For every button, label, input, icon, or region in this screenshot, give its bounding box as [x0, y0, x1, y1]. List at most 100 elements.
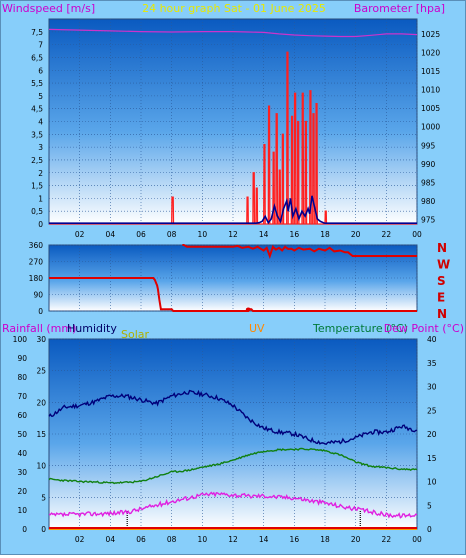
temp-x-tick-label: 20	[351, 535, 361, 544]
baro-y-tick-label: 975	[421, 216, 436, 225]
wind-x-tick-label: 04	[106, 230, 116, 239]
dir-y-tick-label: 90	[33, 291, 43, 300]
dir-y-tick-label: 270	[29, 258, 44, 267]
rainfall-label: Rainfall (mm)	[2, 322, 76, 335]
uv-label: UV	[249, 322, 265, 335]
wind-x-tick-label: 02	[75, 230, 85, 239]
wind-x-tick-label: 14	[259, 230, 269, 239]
humidity-y-tick-label: 20	[17, 487, 27, 496]
rainfall-y-tick-label: 5	[41, 493, 46, 502]
baro-y-tick-label: 1015	[421, 67, 440, 76]
baro-y-tick-label: 980	[421, 197, 436, 206]
humidity-y-tick-label: 30	[17, 468, 27, 477]
humidity-y-tick-label: 0	[22, 525, 27, 534]
compass-label: E	[437, 291, 445, 305]
temp-y-tick-label: 35	[427, 359, 437, 368]
wind-y-tick-label: 0,5	[31, 207, 43, 216]
temp-x-tick-label: 10	[198, 535, 208, 544]
rainfall-y-tick-label: 15	[36, 430, 46, 439]
humidity-y-tick-label: 10	[17, 506, 27, 515]
wind-y-tick-label: 4,5	[31, 105, 43, 114]
temperature-label: Temperature (°C)	[312, 322, 408, 335]
wind-y-tick-label: 3	[38, 143, 43, 152]
humidity-y-tick-label: 40	[17, 449, 27, 458]
compass-label: W	[437, 258, 450, 272]
humidity-y-tick-label: 80	[17, 373, 27, 382]
temp-x-tick-label: 18	[320, 535, 330, 544]
baro-y-tick-label: 1010	[421, 86, 440, 95]
wind-y-tick-label: 6,5	[31, 53, 43, 62]
wind-x-tick-label: 08	[167, 230, 177, 239]
humidity-y-tick-label: 60	[17, 411, 27, 420]
windspeed-label: Windspeed [m/s]	[2, 2, 95, 15]
temp-x-tick-label: 02	[75, 535, 85, 544]
humidity-y-tick-label: 100	[13, 335, 28, 344]
rainfall-y-tick-label: 10	[36, 462, 46, 471]
temp-y-tick-label: 25	[427, 406, 437, 415]
solar-label: Solar	[121, 328, 150, 341]
rainfall-y-tick-label: 25	[36, 367, 46, 376]
baro-y-tick-label: 1025	[421, 30, 440, 39]
humidity-y-tick-label: 90	[17, 354, 27, 363]
temp-y-tick-label: 40	[427, 335, 437, 344]
data-series	[48, 28, 418, 530]
compass-label: N	[437, 307, 447, 321]
temperature-series-line	[48, 447, 418, 485]
wind-y-tick-label: 4	[38, 118, 43, 127]
compass-label: S	[437, 274, 446, 288]
wind-y-tick-label: 2	[38, 169, 43, 178]
dir-y-tick-label: 180	[29, 274, 44, 283]
wind-y-tick-label: 3,5	[31, 130, 43, 139]
temp-x-tick-label: 14	[259, 535, 269, 544]
temp-x-tick-label: 06	[136, 535, 146, 544]
wind-x-tick-label: 12	[228, 230, 238, 239]
temp-y-tick-label: 5	[427, 501, 432, 510]
dir-y-tick-label: 0	[38, 307, 43, 316]
wind-y-tick-label: 6	[38, 66, 43, 75]
avg-series-line	[49, 195, 417, 225]
temp-x-tick-label: 22	[382, 535, 392, 544]
temp-x-tick-label: 04	[106, 535, 116, 544]
wind-y-tick-label: 0	[38, 220, 43, 229]
temp-x-tick-label: 16	[290, 535, 300, 544]
wind-y-tick-label: 7,5	[31, 28, 43, 37]
baro-y-tick-label: 995	[421, 141, 436, 150]
wind-y-tick-label: 5,5	[31, 79, 43, 88]
temp-y-tick-label: 10	[427, 478, 437, 487]
temp-x-tick-label: 00	[412, 535, 422, 544]
baro-y-tick-label: 1000	[421, 123, 440, 132]
humidity-label: Humidity	[67, 322, 117, 335]
gust-series-line	[49, 51, 417, 225]
baro-series-line	[48, 28, 418, 38]
temp-y-tick-label: 20	[427, 430, 437, 439]
dir-y-tick-label: 360	[29, 241, 44, 250]
direction-blip	[245, 307, 251, 312]
wind-x-tick-label: 22	[382, 230, 392, 239]
barometer-label: Barometer [hpa]	[354, 2, 445, 15]
baro-y-tick-label: 1005	[421, 104, 440, 113]
wind-y-tick-label: 5	[38, 92, 43, 101]
wind-x-tick-label: 10	[198, 230, 208, 239]
wind-x-tick-label: 20	[351, 230, 361, 239]
humidity-y-tick-label: 70	[17, 392, 27, 401]
wind-x-tick-label: 18	[320, 230, 330, 239]
temp-y-tick-label: 30	[427, 383, 437, 392]
temp-y-tick-label: 15	[427, 454, 437, 463]
chart-title: 24 hour graph Sat - 01 June 2025	[142, 2, 326, 15]
humidity-y-tick-label: 50	[17, 430, 27, 439]
wind-y-tick-label: 1,5	[31, 182, 43, 191]
wind-direction-line	[182, 244, 417, 259]
temp-x-tick-label: 08	[167, 535, 177, 544]
wind-x-tick-label: 16	[290, 230, 300, 239]
rainfall-y-tick-label: 0	[41, 525, 46, 534]
wind-y-tick-label: 7	[38, 41, 43, 50]
dew-point-series-line	[48, 491, 418, 519]
temp-y-tick-label: 0	[427, 525, 432, 534]
wind-x-tick-label: 06	[136, 230, 146, 239]
wind-y-tick-label: 2,5	[31, 156, 43, 165]
rainfall-y-tick-label: 20	[36, 398, 46, 407]
compass-label: N	[437, 241, 447, 255]
rainfall-y-tick-label: 30	[36, 335, 46, 344]
temp-x-tick-label: 12	[228, 535, 238, 544]
